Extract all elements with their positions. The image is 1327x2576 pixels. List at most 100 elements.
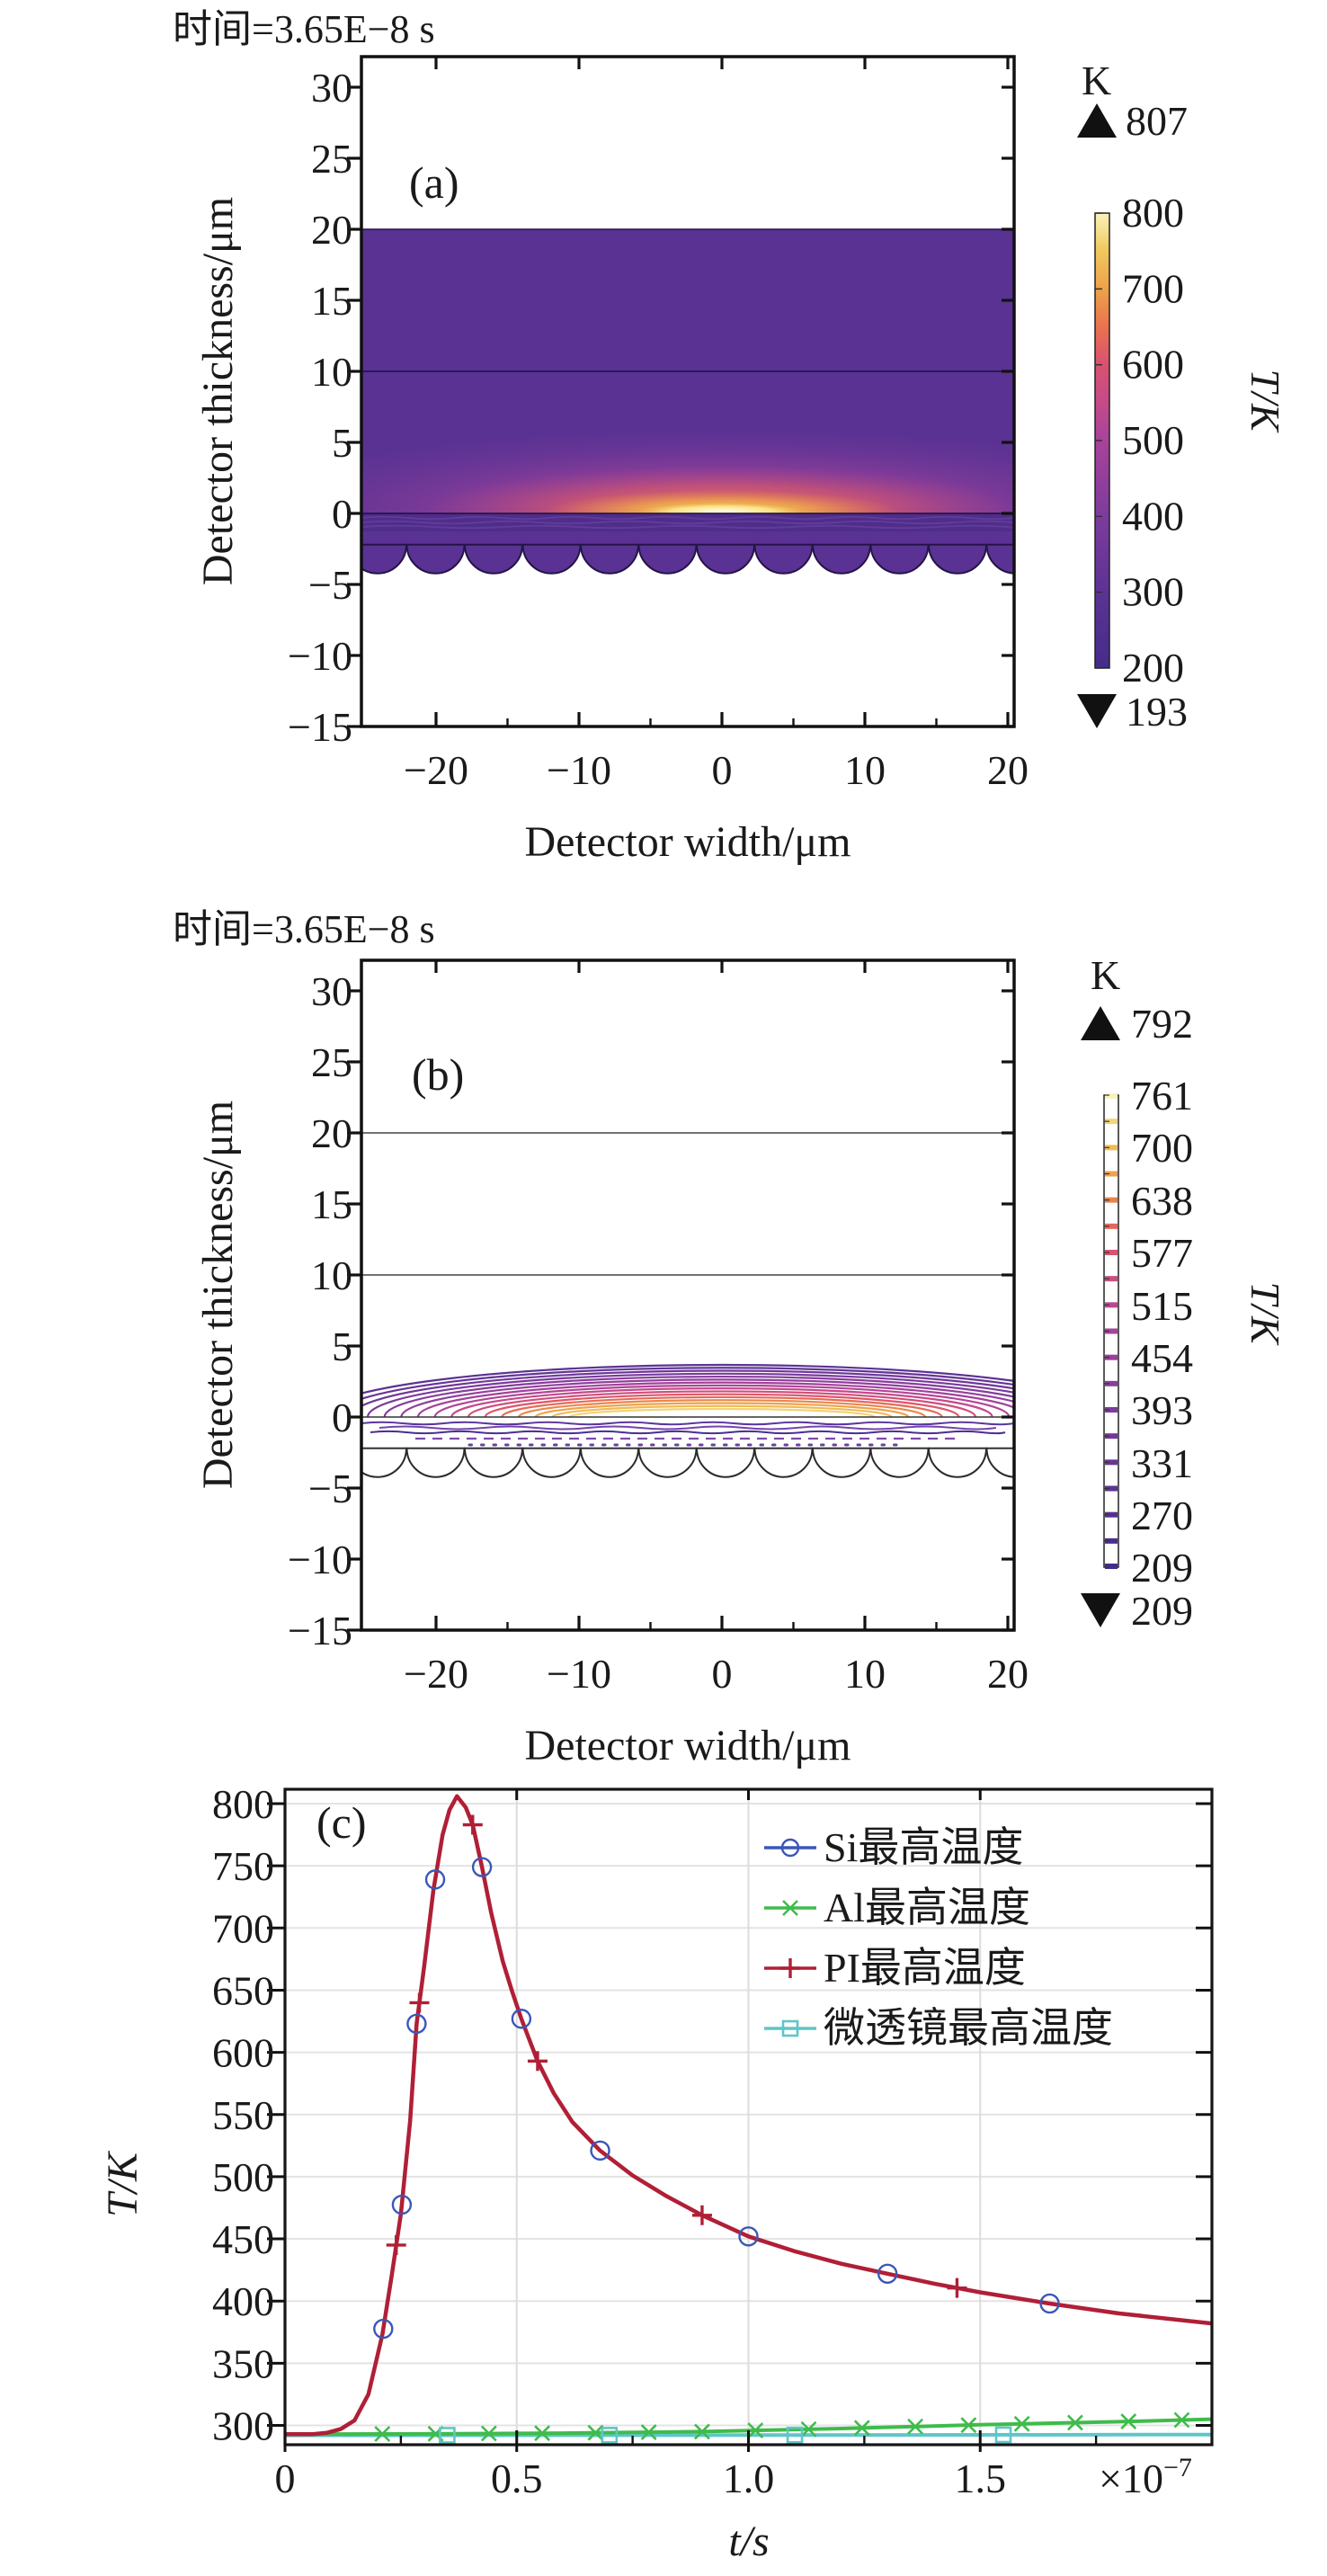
b-ytick-label: −15 <box>288 1608 352 1653</box>
colorbar-b-level-stripe <box>1105 1564 1118 1569</box>
colorbar-a-tick-label: 600 <box>1122 342 1184 388</box>
marker-x <box>640 2424 657 2440</box>
marker-x <box>694 2423 710 2440</box>
b-ytick-label: 20 <box>311 1110 352 1156</box>
panel-a: 时间=3.65E−8 s −20 −10 0 10 20 30 25 20 15 10 5 0 −5 −1… <box>173 7 1288 866</box>
marker-circle <box>424 1869 446 1890</box>
marker-x <box>853 2420 870 2437</box>
b-ytick-label: 25 <box>311 1039 352 1085</box>
colorbar-a-tick-label: 400 <box>1122 493 1184 539</box>
marker-square <box>439 2427 456 2444</box>
microlens-b <box>927 1447 988 1478</box>
microlens-b <box>753 1447 814 1478</box>
microlens-a <box>463 543 524 575</box>
colorbar-b-level-stripe <box>1105 1354 1118 1360</box>
a-ytick-label: −10 <box>288 633 352 679</box>
c-ytick-label: 350 <box>212 2340 274 2386</box>
line-chart-c: 300 350 400 450 500 550 600 650 700 750 800 0 0.5 1.0… <box>212 1781 1214 2501</box>
a-ytick-label: 0 <box>332 491 352 537</box>
panel-a-letter: (a) <box>409 157 459 208</box>
colorbar-a-over-triangle-icon <box>1077 103 1117 138</box>
colorbar-b-level-stripe <box>1105 1380 1118 1386</box>
panel-a-xlabel: Detector width/μm <box>525 818 851 866</box>
contour-arc <box>433 1384 1011 1418</box>
legend-markers <box>764 1838 816 2037</box>
b-ytick-label: 0 <box>332 1395 352 1440</box>
marker-x <box>374 2426 391 2442</box>
contour-arc <box>400 1378 1014 1418</box>
microlens-b <box>463 1447 524 1478</box>
colorbar-b-tick-label: 270 <box>1131 1493 1193 1538</box>
panel-c-xlabel: t/s <box>728 2518 769 2565</box>
colorbar-b-level-stripe <box>1105 1093 1118 1099</box>
colorbar-b-level-stripe <box>1105 1328 1118 1334</box>
b-ticks: −20 −10 0 10 20 30 25 20 15 10 5 0 −5 −10 −15 <box>288 960 1029 1697</box>
colorbar-b: 761 700 638 577 515 454 393 331 270 209 K 792 209… <box>1081 952 1288 1634</box>
colorbar-b-level-stripe <box>1105 1145 1118 1151</box>
marker-x <box>1013 2415 1030 2432</box>
contour-arc <box>361 1367 1014 1401</box>
colorbar-b-tick-label: 393 <box>1131 1387 1193 1433</box>
c-ytick-label: 700 <box>212 1905 274 1951</box>
contour-arc <box>366 1372 1014 1418</box>
colorbar-b-min: 209 <box>1131 1588 1193 1634</box>
series-line-al <box>285 2417 1212 2437</box>
marker-circle <box>877 2263 898 2284</box>
a-xtick-label: 20 <box>987 747 1029 793</box>
colorbar-b-under-triangle-icon <box>1081 1593 1120 1627</box>
b-ytick-label: 15 <box>311 1181 352 1227</box>
b-ytick-label: −5 <box>308 1466 352 1511</box>
a-xtick-label: 10 <box>844 747 886 793</box>
marker-circle <box>373 2318 394 2340</box>
microlens-a <box>695 543 756 575</box>
marker-x <box>534 2425 551 2442</box>
panel-b-ylabel: Detector thickness/μm <box>194 1101 242 1489</box>
colorbar-b-level-stripe <box>1105 1511 1118 1518</box>
marker-x <box>960 2417 977 2434</box>
marker-plus <box>691 2205 712 2225</box>
marker-plus <box>462 1814 483 1835</box>
b-frame <box>360 958 1016 1632</box>
c-ytick-label: 500 <box>212 2154 274 2200</box>
marker-square <box>781 2019 799 2037</box>
a-xtick-label: −10 <box>547 747 611 793</box>
contour-arc <box>501 1395 943 1418</box>
a-ytick-label: 15 <box>311 278 352 324</box>
microlens-b <box>811 1447 872 1478</box>
colorbar-b-max: 792 <box>1131 1001 1193 1047</box>
panel-c-ylabel: T/K <box>99 2150 147 2217</box>
marker-circle <box>511 2009 532 2029</box>
b-xtick-label: −10 <box>547 1651 611 1697</box>
microlens-b <box>695 1447 756 1478</box>
colorbar-b-tick-label: 454 <box>1131 1335 1193 1381</box>
microlens-a <box>521 543 582 575</box>
colorbar-b-level-stripe <box>1105 1276 1118 1282</box>
marker-plus <box>409 1992 430 2013</box>
legend-label-al: Al最高温度 <box>824 1885 1030 1930</box>
colorbar-b-tick-label: 761 <box>1131 1073 1193 1119</box>
a-ytick-label: 30 <box>311 65 352 111</box>
colorbar-b-tick-label: 209 <box>1131 1545 1193 1591</box>
colorbar-b-level-stripe <box>1105 1407 1118 1413</box>
colorbar-a-tick-label: 500 <box>1122 417 1184 463</box>
colorbar-a-tick-label: 700 <box>1122 265 1184 311</box>
microlens-b <box>405 1447 466 1478</box>
marker-circle <box>780 1838 800 1858</box>
colorbar-a-max: 807 <box>1126 98 1188 144</box>
microlens-b <box>361 1447 408 1478</box>
contour-arc <box>361 1363 1014 1395</box>
contour-arc <box>484 1393 960 1418</box>
a-ytick-label: 10 <box>311 349 352 395</box>
microlens-b <box>985 1447 1014 1478</box>
sub-contour-wave <box>370 1430 1006 1435</box>
panel-a-ylabel: Detector thickness/μm <box>194 197 242 585</box>
marker-plus <box>386 2234 406 2255</box>
marker-circle <box>738 2226 759 2247</box>
panel-a-title: 时间=3.65E−8 s <box>173 7 435 51</box>
panel-c-letter: (c) <box>316 1797 367 1848</box>
a-ytick-label: 5 <box>332 420 352 466</box>
colorbar-b-tick-label: 577 <box>1131 1230 1193 1276</box>
colorbar-b-level-stripe <box>1105 1302 1118 1308</box>
b-xtick-label: 10 <box>844 1651 886 1697</box>
